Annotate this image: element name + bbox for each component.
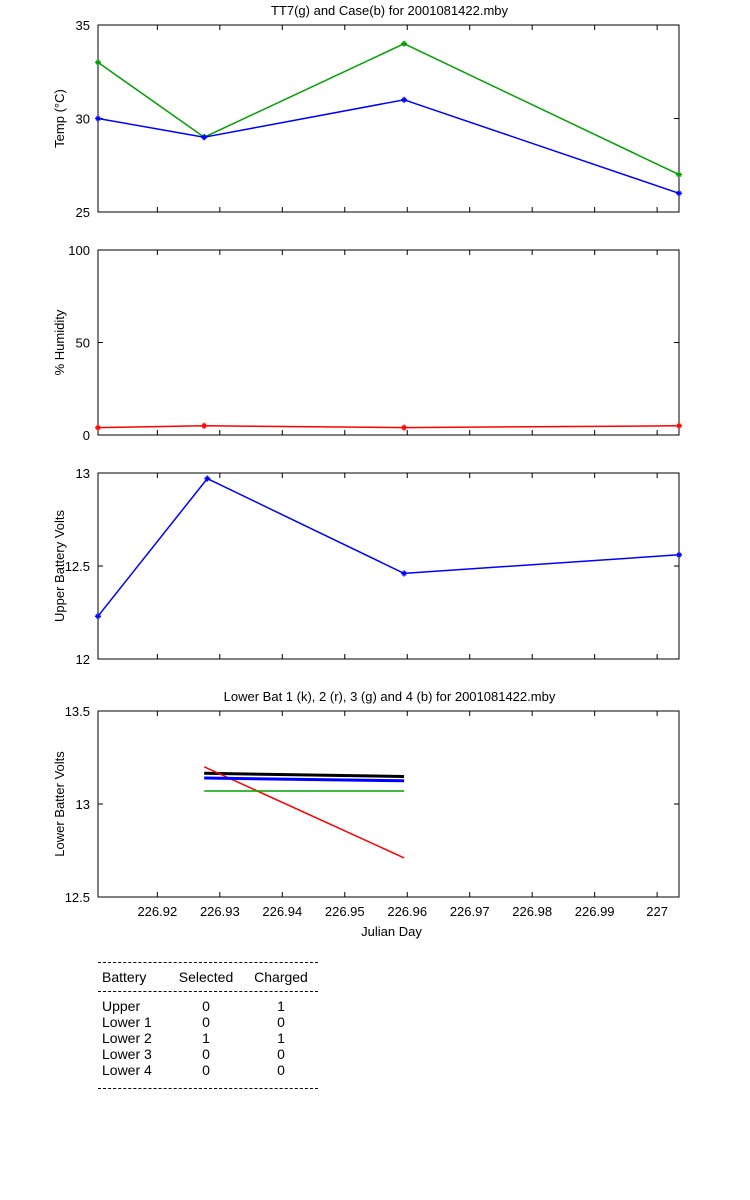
y-tick-label: 0 xyxy=(83,428,90,443)
x-tick-label: 226.93 xyxy=(200,904,240,919)
data-point xyxy=(401,97,407,103)
plot-frame xyxy=(97,710,680,898)
table-divider xyxy=(98,991,318,992)
series-line xyxy=(97,425,680,429)
y-tick-label: 12 xyxy=(76,652,90,667)
data-point xyxy=(676,423,682,429)
table-row: Lower 1 0 0 xyxy=(98,1014,318,1030)
data-point xyxy=(95,60,101,65)
data-point xyxy=(95,425,101,430)
table-row: Upper 0 1 xyxy=(98,998,318,1014)
y-tick-label: 25 xyxy=(76,205,90,220)
figure: 25 30 35 TT7(g) and Case(b) for 2001081422.… xyxy=(52,3,682,939)
battery-name: Lower 4 xyxy=(102,1062,152,1078)
table-row: Lower 4 0 0 xyxy=(98,1062,318,1078)
data-point xyxy=(401,41,407,47)
y-tick-label: 35 xyxy=(76,18,90,33)
y-axis-label: Lower Batter Volts xyxy=(52,751,67,857)
y-axis-label: Upper Battery Volts xyxy=(52,510,67,622)
y-axis-label: Temp (°C) xyxy=(52,89,67,148)
table-header-row: Battery Selected Charged xyxy=(98,963,318,991)
data-point xyxy=(401,425,407,430)
series-line xyxy=(97,99,680,195)
charged-value: 0 xyxy=(277,1046,285,1062)
selected-value: 0 xyxy=(202,1046,210,1062)
x-axis-label: Julian Day xyxy=(361,924,422,939)
charged-value: 0 xyxy=(277,1062,285,1078)
data-point xyxy=(95,116,101,121)
x-tick-label: 226.94 xyxy=(262,904,302,919)
x-tick-label: 226.92 xyxy=(137,904,177,919)
data-point xyxy=(201,134,207,140)
chart-title: Lower Bat 1 (k), 2 (r), 3 (g) and 4 (b) … xyxy=(224,689,556,704)
y-tick-label: 100 xyxy=(68,243,90,258)
table-row: Lower 3 0 0 xyxy=(98,1046,318,1062)
data-point xyxy=(204,476,210,481)
table-row: Lower 2 1 1 xyxy=(98,1030,318,1046)
y-tick-label: 30 xyxy=(76,112,90,127)
header-charged: Charged xyxy=(254,969,308,985)
battery-name: Lower 3 xyxy=(102,1046,152,1062)
data-point xyxy=(401,571,407,576)
series-line xyxy=(204,771,405,778)
selected-value: 0 xyxy=(202,998,210,1014)
x-tick-label: 226.98 xyxy=(512,904,552,919)
plot-frame xyxy=(97,24,680,213)
x-tick-label: 226.99 xyxy=(575,904,615,919)
data-point xyxy=(676,552,682,558)
data-point xyxy=(201,423,207,429)
data-point xyxy=(676,172,682,177)
y-tick-label: 12.5 xyxy=(65,559,90,574)
series-line xyxy=(204,776,405,783)
selected-value: 0 xyxy=(202,1014,210,1030)
table-divider xyxy=(98,962,318,963)
battery-name: Upper xyxy=(102,998,141,1014)
y-tick-label: 12.5 xyxy=(65,890,90,905)
series-line xyxy=(97,42,680,176)
table-divider xyxy=(98,1088,318,1089)
y-tick-label: 50 xyxy=(76,336,90,351)
y-tick-label: 13.5 xyxy=(65,704,90,719)
selected-value: 0 xyxy=(202,1062,210,1078)
charged-value: 1 xyxy=(277,998,285,1014)
charged-value: 1 xyxy=(277,1030,285,1046)
x-tick-label: 226.97 xyxy=(450,904,490,919)
y-axis-label: % Humidity xyxy=(52,309,67,375)
data-point xyxy=(95,613,101,619)
plot-frame xyxy=(97,249,680,436)
battery-status-table: Battery Selected Charged Upper 0 1 Lower… xyxy=(98,962,318,1089)
battery-name: Lower 1 xyxy=(102,1014,152,1030)
charged-value: 0 xyxy=(277,1014,285,1030)
x-tick-label: 227 xyxy=(646,904,668,919)
battery-name: Lower 2 xyxy=(102,1030,152,1046)
y-tick-label: 13 xyxy=(76,466,90,481)
series-line xyxy=(203,766,405,859)
data-point xyxy=(676,190,682,196)
series-line xyxy=(97,477,680,617)
x-tick-label: 226.95 xyxy=(325,904,365,919)
chart-title: TT7(g) and Case(b) for 2001081422.mby xyxy=(271,3,509,18)
y-tick-label: 13 xyxy=(76,797,90,812)
header-selected: Selected xyxy=(178,969,234,985)
header-battery: Battery xyxy=(102,969,147,985)
selected-value: 1 xyxy=(202,1030,210,1046)
x-tick-label: 226.96 xyxy=(387,904,427,919)
